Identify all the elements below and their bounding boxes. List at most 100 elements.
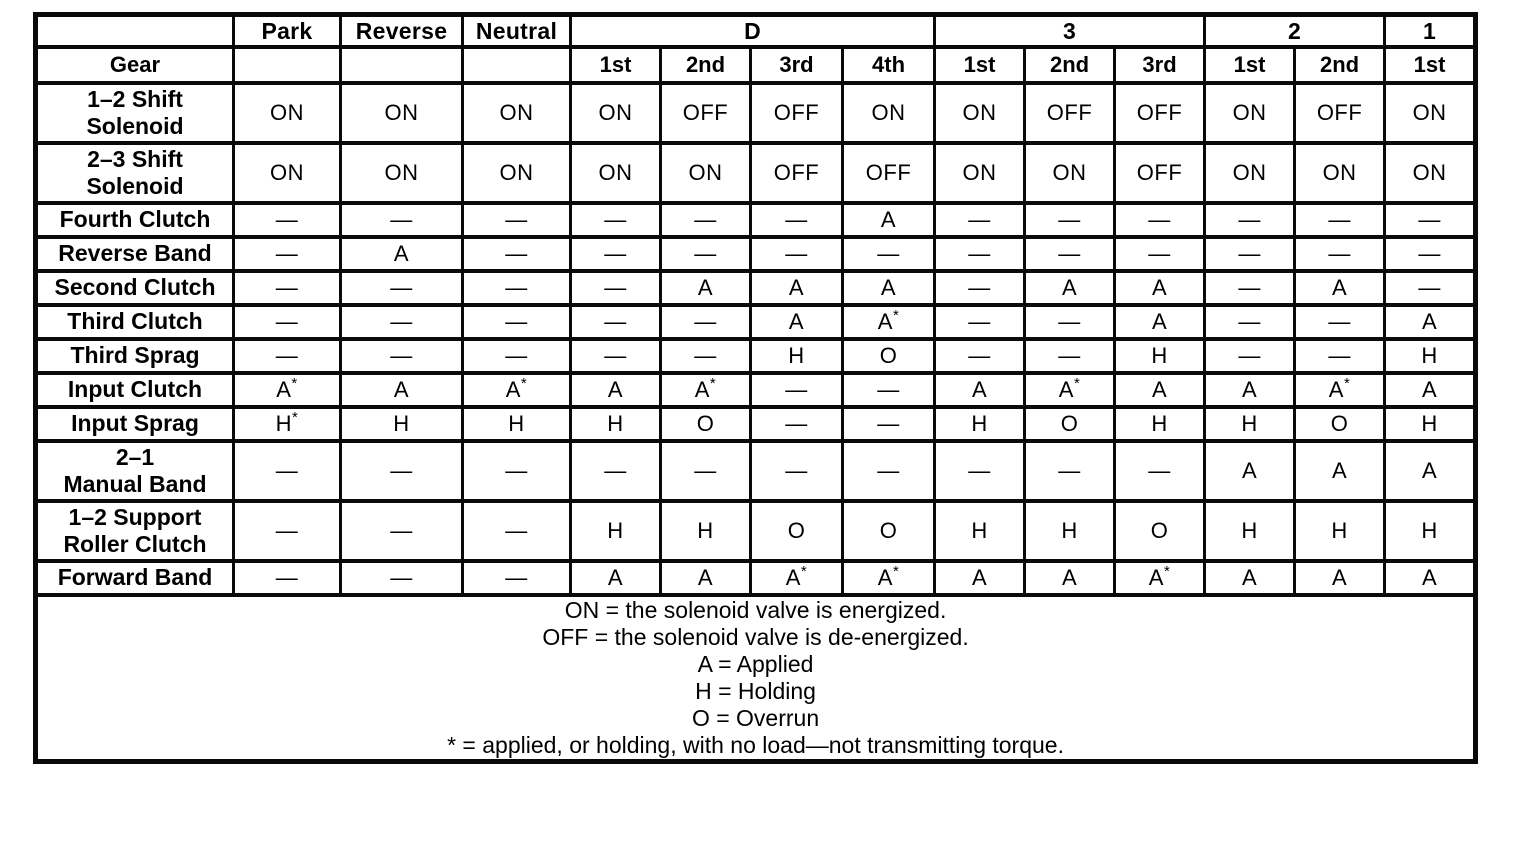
asterisk-marker: * <box>800 563 808 580</box>
value-cell: — <box>840 405 937 443</box>
value-cell: OFF <box>749 141 844 205</box>
value-cell: — <box>1293 235 1387 273</box>
value-cell: A <box>1383 303 1478 341</box>
value-cell: — <box>232 559 342 597</box>
value-cell: O <box>1113 499 1207 563</box>
asterisk-marker: * <box>709 375 717 392</box>
corner-cell <box>34 12 235 49</box>
value-cell: — <box>569 439 662 503</box>
row-label-cell: 1–2 Support Roller Clutch <box>34 499 235 563</box>
value-cell: A <box>1023 559 1117 597</box>
value-cell: — <box>1023 201 1117 239</box>
value-cell: — <box>749 405 844 443</box>
chart-legend-section: ON = the solenoid valve is energized. OFF… <box>33 593 1478 764</box>
value-cell: A* <box>659 371 752 409</box>
value-cell: A* <box>1113 559 1207 597</box>
value-cell: A <box>1383 371 1478 409</box>
value-cell: — <box>659 235 752 273</box>
value-cell: H <box>339 405 464 443</box>
value-cell: — <box>339 337 464 375</box>
value-cell: H <box>933 499 1027 563</box>
value-cell: O <box>659 405 752 443</box>
value-cell: ON <box>1293 141 1387 205</box>
value-cell: — <box>1023 235 1117 273</box>
value-cell: A* <box>1293 371 1387 409</box>
value-cell: ON <box>232 81 342 145</box>
value-cell: A <box>1203 439 1297 503</box>
value-cell: — <box>461 337 572 375</box>
value-cell: — <box>232 235 342 273</box>
value-cell: — <box>659 337 752 375</box>
value-cell: A <box>933 371 1027 409</box>
value-cell: ON <box>1383 81 1478 145</box>
value-cell: A <box>1383 559 1478 597</box>
value-cell: A* <box>232 371 342 409</box>
legend-line: * = applied, or holding, with no load—no… <box>447 732 1064 758</box>
value-cell: — <box>1023 439 1117 503</box>
value-cell: ON <box>933 81 1027 145</box>
value-cell: ON <box>840 81 937 145</box>
value-cell: — <box>569 303 662 341</box>
value-cell: OFF <box>749 81 844 145</box>
value-cell: — <box>659 201 752 239</box>
value-cell: — <box>461 439 572 503</box>
value-cell: A <box>1293 269 1387 307</box>
value-cell: A <box>1113 371 1207 409</box>
gear-header-cell: 1st <box>1383 45 1478 85</box>
value-cell: — <box>1023 337 1117 375</box>
value-cell: — <box>339 303 464 341</box>
value-cell: — <box>1203 235 1297 273</box>
value-cell: H <box>1383 499 1478 563</box>
value-cell: — <box>232 337 342 375</box>
table-row: Second Clutch — — — — A A A — A A — A — <box>34 269 1478 307</box>
value-cell: ON <box>339 141 464 205</box>
value-cell: — <box>1113 201 1207 239</box>
value-cell: A* <box>840 559 937 597</box>
value-cell: H <box>659 499 752 563</box>
value-cell: O <box>749 499 844 563</box>
value-cell: — <box>569 235 662 273</box>
value-cell: — <box>232 439 342 503</box>
value-cell: A* <box>1023 371 1117 409</box>
value-cell: — <box>461 269 572 307</box>
value-cell: H <box>1113 405 1207 443</box>
table-row: Third Clutch — — — — — A A* — — A — — A <box>34 303 1478 341</box>
gear-header-cell <box>232 45 342 85</box>
value-cell: H* <box>232 405 342 443</box>
value-cell: A <box>749 269 844 307</box>
value-cell: — <box>461 235 572 273</box>
value-cell: — <box>840 439 937 503</box>
value-cell: O <box>840 499 937 563</box>
value-cell: ON <box>659 141 752 205</box>
value-cell: A <box>1293 559 1387 597</box>
value-cell: A <box>569 371 662 409</box>
value-cell: — <box>659 439 752 503</box>
asterisk-marker: * <box>520 375 528 392</box>
range-header-cell-d: D <box>568 12 937 49</box>
value-cell: — <box>659 303 752 341</box>
range-header-cell-1: 1 <box>1383 12 1478 49</box>
value-cell: — <box>1023 303 1117 341</box>
value-cell: — <box>569 269 662 307</box>
value-cell: — <box>461 201 572 239</box>
value-cell: ON <box>569 81 662 145</box>
asterisk-marker: * <box>292 409 299 426</box>
gear-header-cell: 1st <box>569 45 662 85</box>
value-cell: H <box>1293 499 1387 563</box>
value-cell: ON <box>232 141 342 205</box>
value-cell: ON <box>461 81 572 145</box>
table-row: Reverse Band — A — — — — — — — — — — — <box>34 235 1478 273</box>
gear-label-cell: Gear <box>34 45 235 85</box>
value-cell: A <box>1203 371 1297 409</box>
range-header-row: Park Reverse Neutral D 3 2 1 <box>34 12 1478 49</box>
legend-cell: ON = the solenoid valve is energized. OFF… <box>33 593 1478 764</box>
value-cell: — <box>749 439 844 503</box>
value-cell: OFF <box>840 141 937 205</box>
table-row: 1–2 Support Roller Clutch — — — H H O O H H O H H H <box>34 499 1478 563</box>
legend-line: OFF = the solenoid valve is de-energized… <box>542 624 969 650</box>
value-cell: — <box>840 235 937 273</box>
value-cell: — <box>749 371 844 409</box>
row-label-cell: Input Sprag <box>34 405 235 443</box>
row-label-cell: Second Clutch <box>34 269 235 307</box>
value-cell: — <box>933 269 1027 307</box>
